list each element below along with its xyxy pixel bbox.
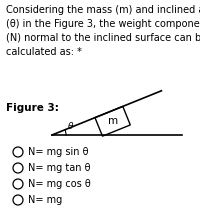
Ellipse shape <box>13 179 23 189</box>
Polygon shape <box>95 106 130 136</box>
Text: N= mg tan θ: N= mg tan θ <box>28 163 90 173</box>
Text: Considering the mass (m) and inclined angle
(θ) in the Figure 3, the weight comp: Considering the mass (m) and inclined an… <box>6 5 200 57</box>
Text: N= mg sin θ: N= mg sin θ <box>28 147 88 157</box>
Ellipse shape <box>13 163 23 173</box>
Text: N= mg: N= mg <box>28 195 62 205</box>
Text: θ: θ <box>68 122 74 131</box>
Text: N= mg cos θ: N= mg cos θ <box>28 179 91 189</box>
Text: Figure 3:: Figure 3: <box>6 103 59 113</box>
Ellipse shape <box>13 195 23 205</box>
Ellipse shape <box>13 147 23 157</box>
Text: m: m <box>108 116 118 126</box>
